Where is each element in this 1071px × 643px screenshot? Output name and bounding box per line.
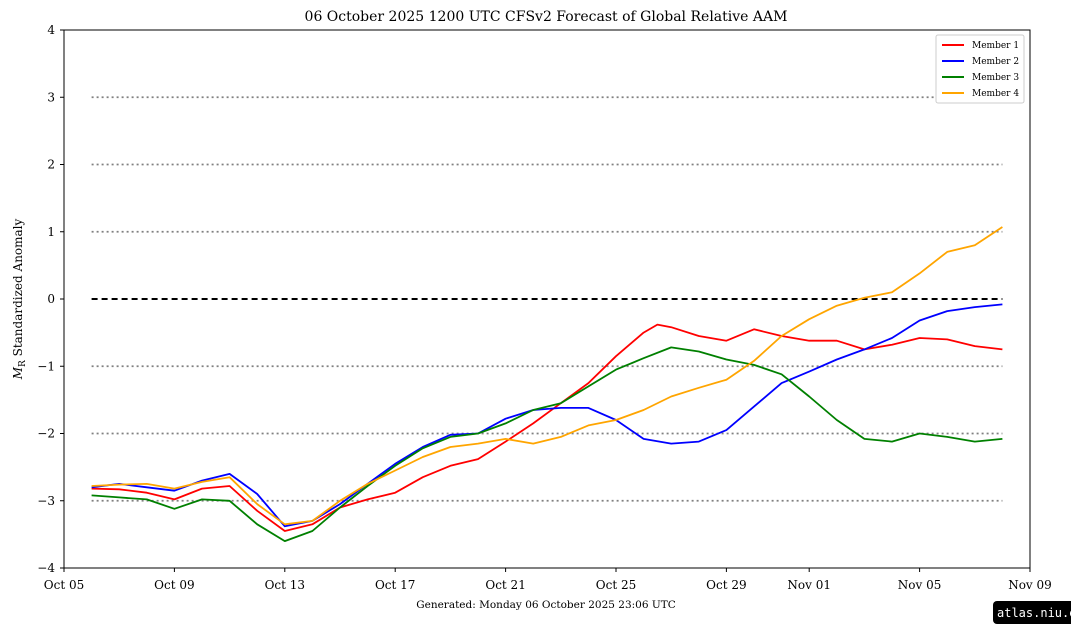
x-tick-label: Oct 25 [596, 578, 636, 592]
y-tick-label: −2 [37, 427, 55, 441]
y-tick-label: 4 [47, 23, 55, 37]
y-tick-label: 2 [47, 158, 55, 172]
x-tick-label: Nov 01 [787, 578, 831, 592]
y-tick-label: −4 [37, 561, 55, 575]
generated-timestamp: Generated: Monday 06 October 2025 23:06 … [416, 599, 676, 611]
legend-box [935, 34, 1025, 104]
y-axis: −4 −3 −2 −1 0 1 2 3 4 [37, 23, 64, 575]
series-lines [91, 226, 1003, 542]
y-axis-label: MR Standardized Anomaly [11, 218, 28, 380]
y-axis-label-text: Standardized Anomaly [11, 218, 25, 360]
reference-lines [91, 96, 1003, 502]
legend-label: Member 4 [972, 89, 1019, 99]
x-tick-label: Oct 17 [375, 578, 415, 592]
legend-label: Member 3 [972, 73, 1019, 83]
legend: Member 1 Member 2 Member 3 Member 4 [935, 34, 1025, 104]
legend-label: Member 1 [972, 41, 1019, 51]
y-axis-label-subscript: R [18, 360, 28, 367]
x-tick-label: Nov 05 [898, 578, 942, 592]
site-badge-text[interactable]: atlas.niu.edu [997, 606, 1071, 620]
x-axis: Oct 05 Oct 09 Oct 13 Oct 17 Oct 21 Oct 25 Oct … [44, 568, 1052, 592]
legend-label: Member 2 [972, 57, 1019, 67]
x-tick-label: Oct 13 [265, 578, 305, 592]
y-tick-label: −1 [37, 359, 55, 373]
y-tick-label: 1 [47, 225, 55, 239]
series-line [91, 346, 1003, 542]
y-tick-label: 0 [47, 292, 55, 306]
site-badge[interactable]: atlas.niu.edu [993, 601, 1071, 624]
series-line [91, 303, 1003, 528]
x-tick-label: Nov 09 [1008, 578, 1052, 592]
x-tick-label: Oct 05 [44, 578, 84, 592]
y-axis-label-symbol: M [11, 366, 25, 380]
site-badge-background [993, 601, 1071, 624]
y-tick-label: 3 [47, 90, 55, 104]
x-tick-label: Oct 29 [706, 578, 746, 592]
series-line [91, 226, 1003, 526]
y-tick-label: −3 [37, 494, 55, 508]
chart-title: 06 October 2025 1200 UTC CFSv2 Forecast … [305, 9, 788, 25]
x-tick-label: Oct 09 [154, 578, 194, 592]
x-tick-label: Oct 21 [485, 578, 525, 592]
